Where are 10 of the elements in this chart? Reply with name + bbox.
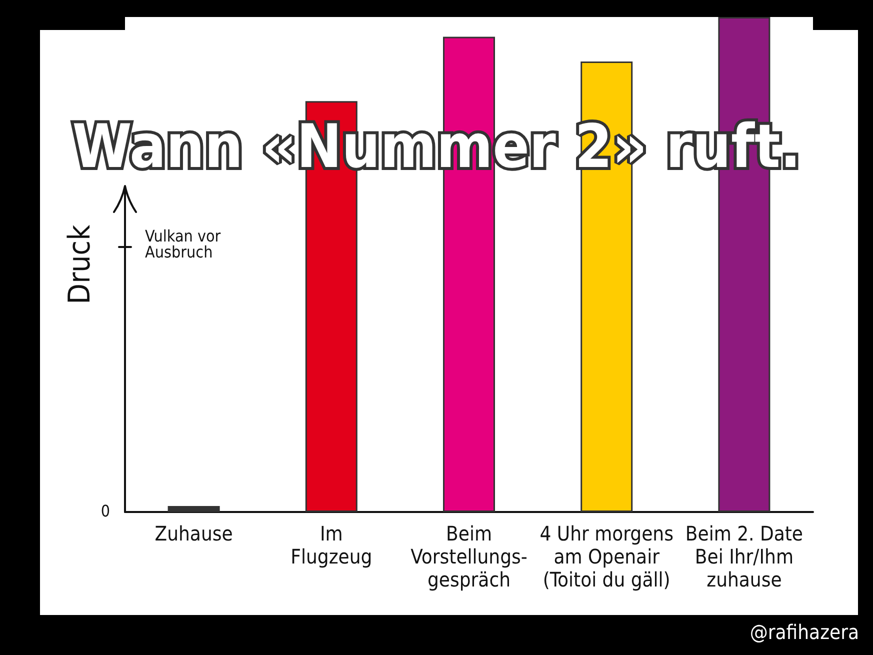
x-tick-label: 4 Uhr morgens am Openair (Toitoi du gäll)	[540, 522, 674, 592]
bar	[168, 506, 220, 512]
x-tick-label: Beim Vorstellungs- gespräch	[410, 522, 528, 592]
y-axis-title: Druck	[62, 224, 98, 304]
annotation: Vulkan vor Ausbruch	[145, 226, 226, 262]
x-tick-label: Im Flugzeug	[290, 522, 372, 568]
text: 0	[100, 502, 110, 520]
x-tick-label: Zuhause	[154, 522, 233, 546]
text: @rafihazera	[750, 620, 860, 644]
x-tick-label: Beim 2. Date Bei Ihr/Ihm zuhause	[685, 522, 803, 592]
